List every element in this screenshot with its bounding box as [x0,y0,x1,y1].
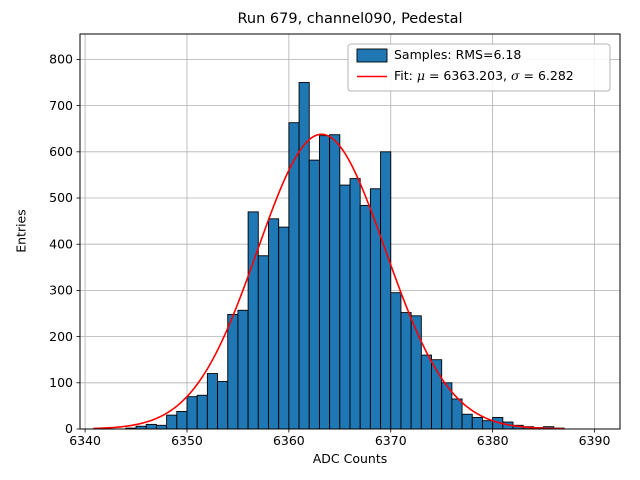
axis-ticks: 6340 6350 6360 6370 6380 6390 0 100 200 300 400 500… [49,52,610,448]
legend-label: Samples: RMS=6.18 [394,47,521,62]
histogram-bar [145,423,157,430]
histogram-bar [318,135,331,430]
gridlines [80,34,620,430]
axes-frame [79,33,621,430]
y-tick-label: 400 [49,236,73,251]
histogram-bar [420,354,432,430]
chart-title: Run 679, channel090, Pedestal [237,11,463,27]
x-tick-label: 6360 [273,433,305,448]
y-tick-label: 600 [49,144,73,159]
legend: Samples: RMS=6.18 Fit: μ = 6363.203, σ = … [347,43,611,92]
histogram-bar [369,188,382,430]
histogram-bar [257,255,269,430]
histogram-bar [206,373,219,430]
histogram-bar [451,398,463,430]
fit-curve [93,133,565,430]
y-tick-label: 200 [49,329,73,344]
histogram-bar [227,313,239,430]
histogram-bar [186,396,198,430]
histogram-bar [380,151,392,430]
histogram-bar [410,315,422,430]
histogram-bar [278,226,290,430]
histogram-bar [471,417,483,430]
histogram-bar [339,184,351,430]
y-tick-label: 300 [49,283,73,298]
y-tick-label: 0 [65,421,73,436]
histogram-bar [482,420,494,430]
x-axis-label: ADC Counts [312,451,388,466]
x-tick-label: 6370 [375,433,407,448]
histogram-bar [196,394,208,430]
y-tick-label: 100 [49,375,73,390]
x-tick-label: 6390 [579,433,611,448]
legend-patch-samples [356,48,388,63]
histogram-bar [155,424,168,430]
histogram-bar [176,410,188,430]
y-tick-label: 800 [49,52,73,67]
histogram-bar [308,159,320,430]
y-axis-label: Entries [13,209,29,253]
histogram-bar [359,204,371,430]
histogram-bar [268,218,280,430]
histogram-bar [349,178,361,430]
histogram-bar [217,380,229,430]
histogram-bar [329,134,341,430]
x-tick-label: 6350 [171,433,203,448]
histogram-bar [298,82,310,430]
histogram-series [125,82,565,430]
legend-box [347,43,611,92]
histogram-bar [247,211,259,430]
x-tick-label: 6380 [477,433,509,448]
histogram-bar [237,309,249,430]
y-tick-label: 700 [49,98,73,113]
histogram-bar [390,292,402,430]
histogram-bar [400,312,412,430]
x-tick-label: 6340 [69,433,101,448]
histogram-bar [461,413,473,430]
y-tick-label: 500 [49,190,73,205]
legend-label: Fit: μ = 6363.203, σ = 6.282 [394,68,574,83]
histogram-bar [166,414,178,430]
